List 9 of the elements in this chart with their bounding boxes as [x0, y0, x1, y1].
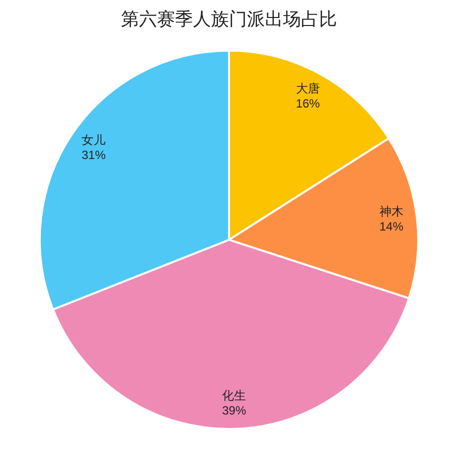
slice-label: 神木 — [379, 204, 404, 219]
slice-label: 化生 — [222, 388, 246, 403]
slice-label: 大唐 — [296, 82, 320, 96]
data-label: 16% — [296, 96, 320, 111]
data-label: 14% — [379, 220, 404, 234]
data-label: 39% — [222, 404, 246, 418]
data-label: 31% — [82, 148, 106, 162]
slice-label: 女儿 — [82, 133, 106, 148]
chart-title: 第六赛季人族门派出场占比 — [121, 8, 337, 29]
